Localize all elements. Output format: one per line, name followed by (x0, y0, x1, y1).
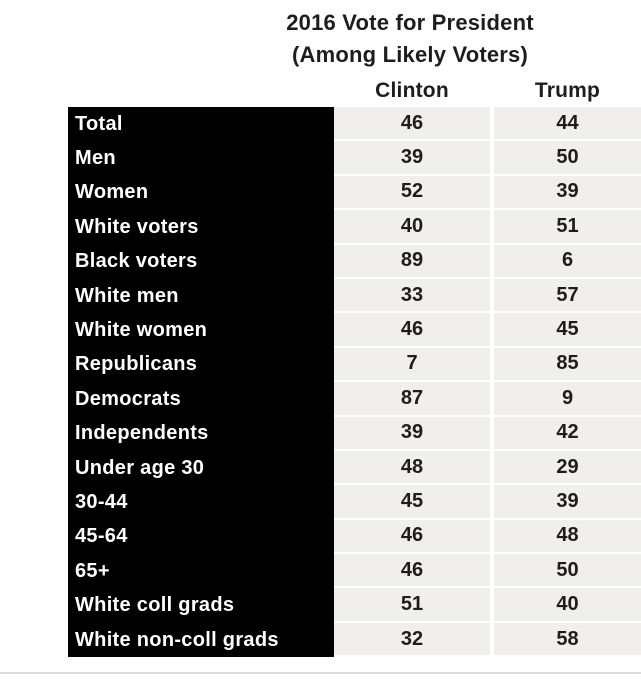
clinton-value: 48 (334, 450, 490, 486)
trump-value: 51 (494, 210, 641, 245)
row-label: 45-64 (68, 519, 334, 555)
table-row: Women 52 39 (68, 175, 641, 211)
poll-table: Total 46 44 Men 39 50 Women 52 39 White … (68, 107, 641, 658)
trump-value: 85 (494, 347, 641, 383)
row-label: Democrats (68, 382, 334, 417)
clinton-value: 52 (334, 175, 490, 211)
row-label: Women (68, 175, 334, 211)
table-row: White non-coll grads 32 58 (68, 622, 641, 658)
row-label: Under age 30 (68, 450, 334, 486)
row-label: Black voters (68, 244, 334, 279)
clinton-value: 89 (334, 244, 490, 279)
row-label: Independents (68, 416, 334, 451)
table-row: 30-44 45 39 (68, 485, 641, 520)
clinton-value: 33 (334, 278, 490, 314)
page-subtitle: (Among Likely Voters) (291, 42, 529, 67)
table-row: Total 46 44 (68, 107, 641, 142)
table-body: Total 46 44 Men 39 50 Women 52 39 White … (68, 107, 641, 658)
clinton-value: 39 (334, 416, 490, 451)
row-label: Total (68, 107, 334, 142)
table-row: 65+ 46 50 (68, 554, 641, 589)
trump-value: 44 (494, 107, 641, 142)
row-label: White coll grads (68, 588, 334, 623)
clinton-value: 46 (334, 107, 490, 142)
clinton-value: 32 (334, 622, 490, 658)
row-label: Men (68, 141, 334, 176)
row-label: White non-coll grads (68, 622, 334, 658)
trump-value: 57 (494, 278, 641, 314)
trump-value: 45 (494, 313, 641, 348)
row-label: 65+ (68, 554, 334, 589)
table-row: White voters 40 51 (68, 210, 641, 245)
clinton-value: 7 (334, 347, 490, 383)
table-row: Democrats 87 9 (68, 382, 641, 417)
table-row: White men 33 57 (68, 278, 641, 314)
row-label: 30-44 (68, 485, 334, 520)
trump-value: 39 (494, 175, 641, 211)
clinton-value: 87 (334, 382, 490, 417)
clinton-value: 46 (334, 313, 490, 348)
trump-value: 6 (494, 244, 641, 279)
page-title: 2016 Vote for President (286, 10, 534, 35)
trump-value: 29 (494, 450, 641, 486)
column-header-trump: Trump (534, 79, 601, 102)
row-label: White men (68, 278, 334, 314)
table-row: Under age 30 48 29 (68, 450, 641, 486)
trump-value: 50 (494, 554, 641, 589)
table-row: 45-64 46 48 (68, 519, 641, 555)
column-header-clinton: Clinton (375, 79, 449, 102)
trump-value: 48 (494, 519, 641, 555)
table-row: Black voters 89 6 (68, 244, 641, 279)
table-row: White women 46 45 (68, 313, 641, 348)
clinton-value: 39 (334, 141, 490, 176)
table-row: White coll grads 51 40 (68, 588, 641, 623)
clinton-value: 46 (334, 554, 490, 589)
row-label: White women (68, 313, 334, 348)
table-row: Independents 39 42 (68, 416, 641, 451)
trump-value: 50 (494, 141, 641, 176)
clinton-value: 51 (334, 588, 490, 623)
row-label: White voters (68, 210, 334, 245)
bottom-divider (0, 672, 641, 674)
clinton-value: 40 (334, 210, 490, 245)
clinton-value: 45 (334, 485, 490, 520)
clinton-value: 46 (334, 519, 490, 555)
trump-value: 58 (494, 622, 641, 658)
trump-value: 42 (494, 416, 641, 451)
trump-value: 39 (494, 485, 641, 520)
row-label: Republicans (68, 347, 334, 383)
table-row: Men 39 50 (68, 141, 641, 176)
trump-value: 40 (494, 588, 641, 623)
trump-value: 9 (494, 382, 641, 417)
table-row: Republicans 7 85 (68, 347, 641, 383)
